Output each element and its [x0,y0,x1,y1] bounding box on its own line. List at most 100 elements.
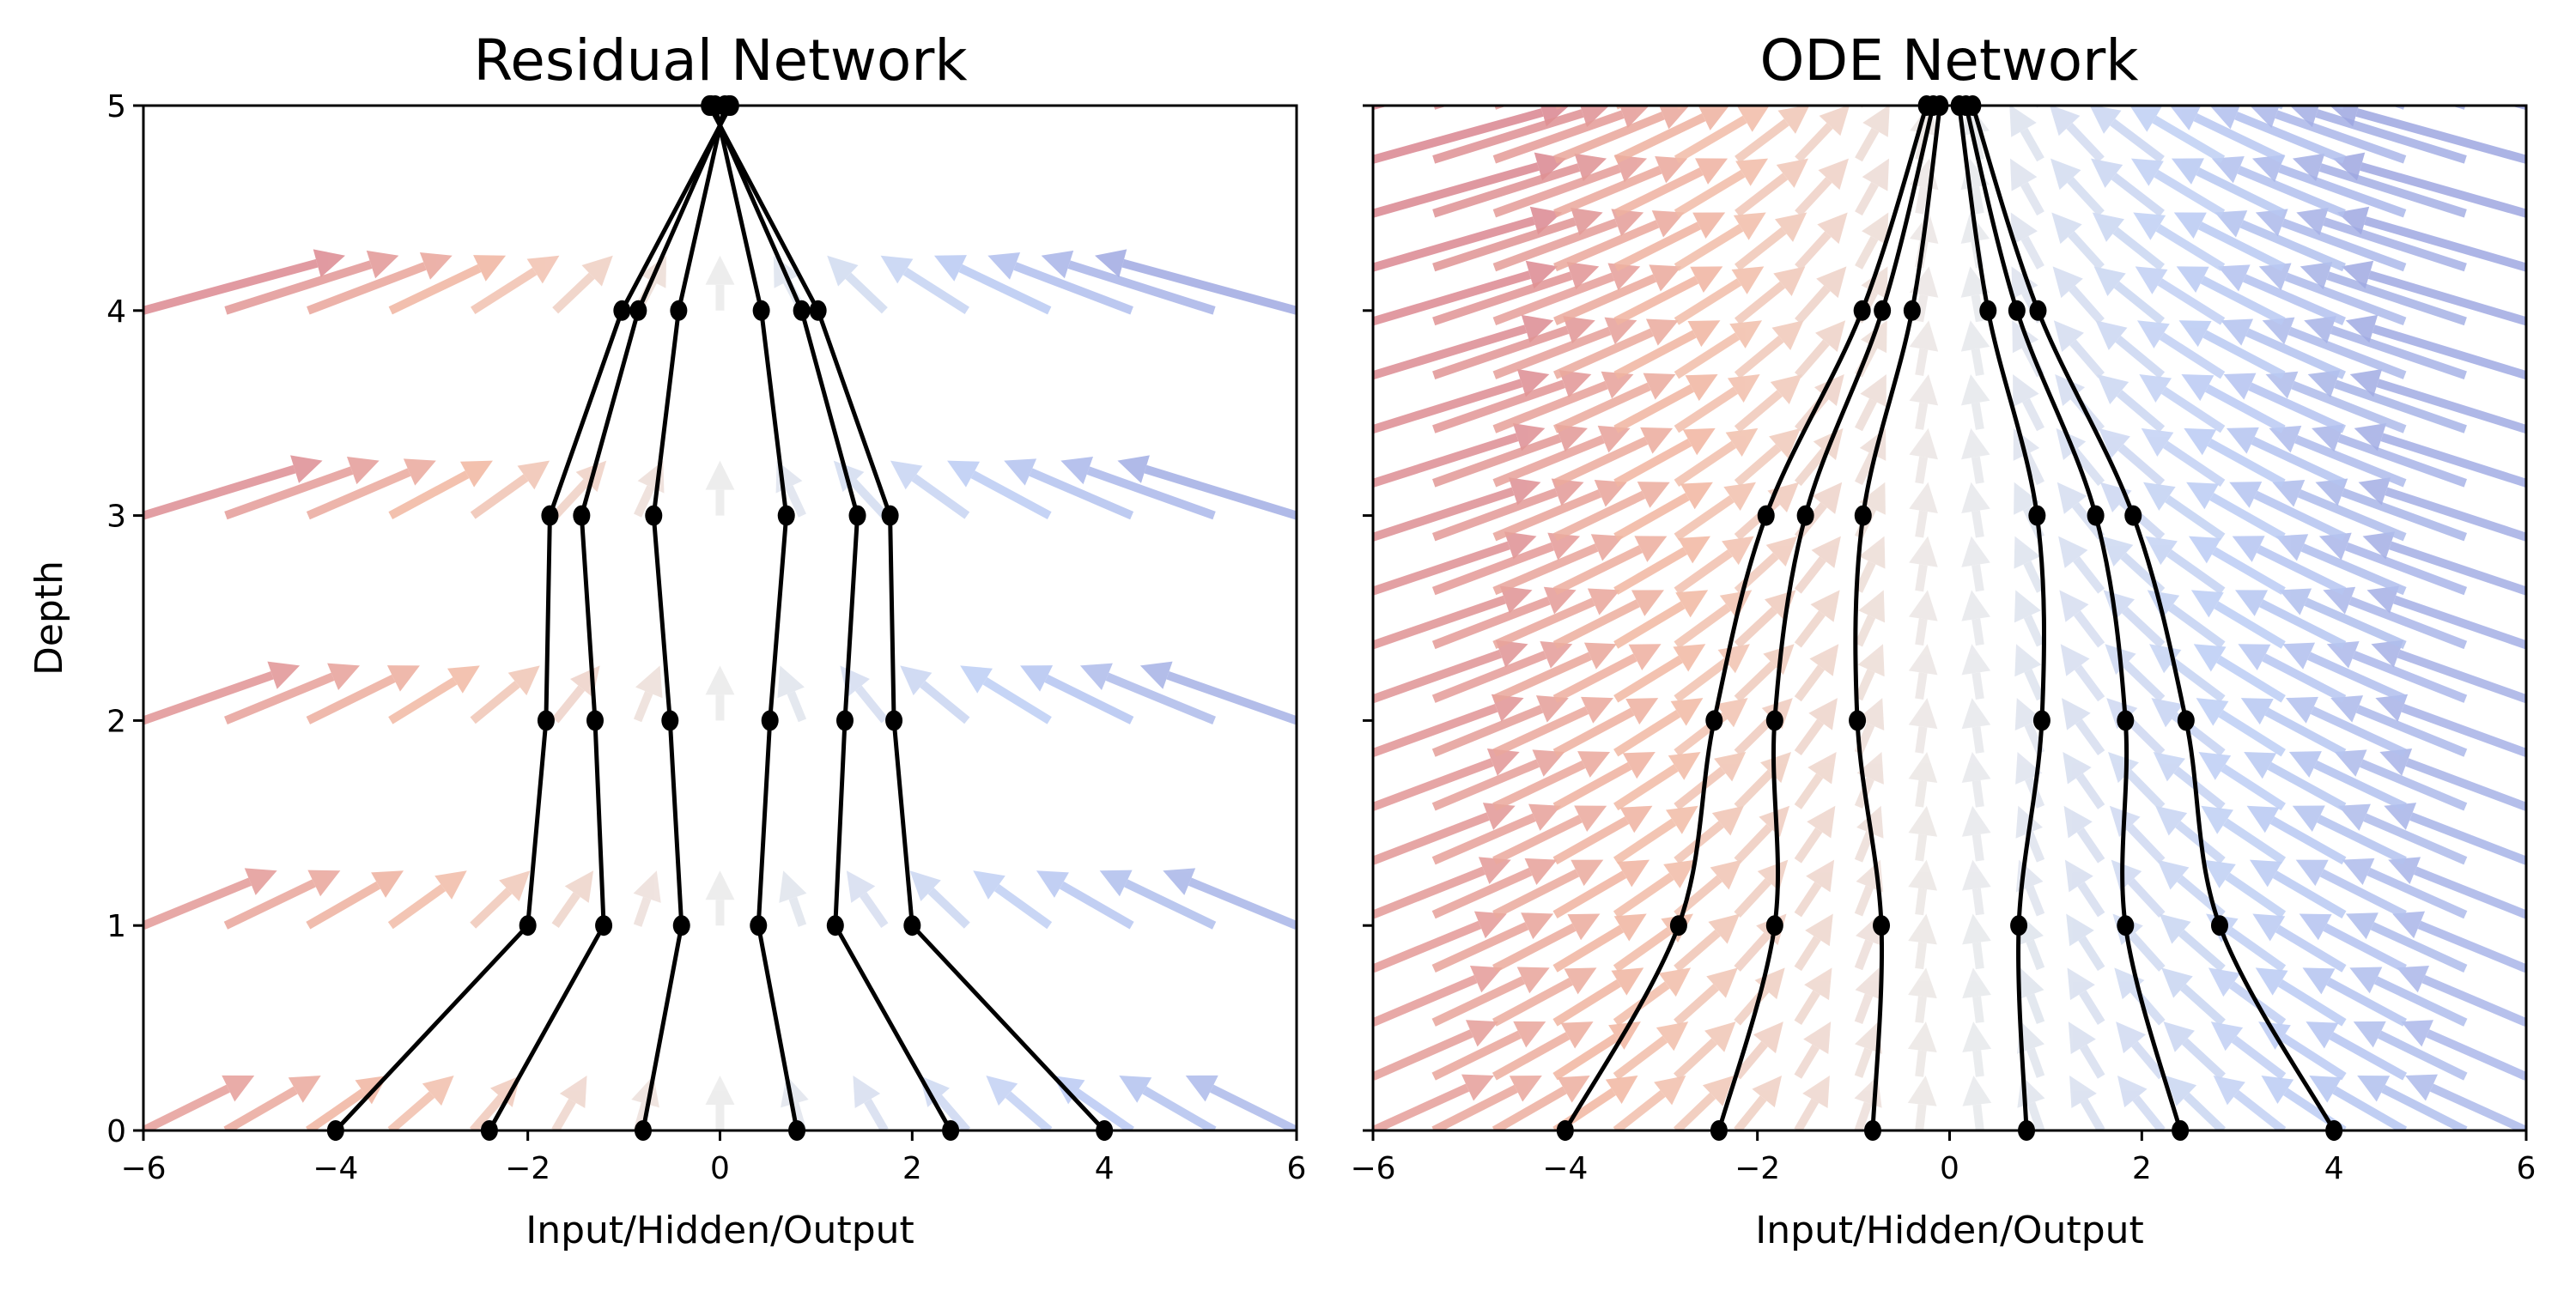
vector-arrow [1492,480,1627,542]
vector-arrow [633,665,663,723]
vector-arrow [1613,427,1716,488]
vector-arrow [1735,106,1810,163]
vector-arrow [1794,698,1838,756]
vector-arrow [1909,320,1939,377]
vector-arrow [306,458,436,520]
trajectory-line [1563,105,1929,1132]
vector-arrow [2258,263,2407,326]
vector-arrow [1674,913,1741,973]
vector-arrow [2215,210,2346,272]
vector-arrow [1060,457,1216,520]
vector-arrow [1734,374,1802,433]
vector-arrow [1431,586,1577,650]
vector-arrow [2296,207,2467,272]
vector-arrow [306,665,420,724]
trajectory-line [713,105,799,1131]
vector-arrow [2232,536,2347,596]
vector-arrow [2509,106,2526,110]
x-tick-label: 2 [902,1151,922,1186]
trajectory-line [1964,105,2183,1131]
data-point [1765,915,1783,936]
vector-arrow [2097,374,2166,433]
vector-arrow [1373,803,1516,865]
vector-arrow [1676,106,1686,110]
vector-arrow [1794,805,1836,864]
vector-arrow [1795,212,1848,270]
vector-arrow [2366,585,2526,650]
vector-arrow [777,665,807,723]
vector-arrow [223,870,341,930]
vector-arrow [1373,1074,1494,1130]
vector-arrow [1613,374,1718,433]
vector-arrow [2053,320,2105,379]
x-tick-label: 0 [710,1151,730,1186]
vector-arrow [1794,1021,1832,1079]
data-point [777,505,795,526]
vector-arrow [2306,1021,2408,1081]
vector-arrow [1163,868,1297,930]
vector-arrow [1613,751,1701,811]
vector-arrow [224,250,399,315]
vector-arrow [919,1076,971,1130]
data-point [809,300,827,321]
vector-arrow [1674,374,1760,433]
trajectory-line [1716,105,1935,1131]
panel-title: ODE Network [1759,27,2139,94]
vector-arrow [1373,423,1546,488]
vector-arrow [1431,1076,1542,1130]
vector-arrow [2304,316,2467,379]
vector-arrow [1734,859,1789,918]
trajectory-line [707,104,1106,1132]
vector-arrow [1907,1076,1937,1130]
vector-arrow [705,1076,735,1130]
vector-arrow [2223,373,2347,433]
data-point [595,915,613,936]
vector-arrow [2145,536,2226,595]
vector-arrow [2309,1076,2408,1130]
vector-arrow [2153,751,2226,810]
vector-arrow [1854,590,1886,647]
vector-arrow [2106,698,2166,756]
vector-arrow [2292,805,2407,865]
vector-arrow [1492,588,1620,650]
vector-arrow [1552,482,1670,542]
vector-arrow [1432,316,1595,379]
vector-arrow [1492,1076,1590,1130]
vector-arrow [1492,751,1611,811]
vector-arrow [2051,212,2105,270]
vector-arrow [2300,261,2467,326]
vector-arrow [2345,912,2468,973]
vector-arrow [987,252,1133,315]
data-point [573,505,591,526]
vector-arrow [1432,153,1607,218]
vector-arrow [1432,424,1588,488]
trajectory-line [641,105,727,1131]
vector-arrow [1961,751,1991,808]
vector-arrow [2090,158,2165,217]
y-tick-label: 2 [106,704,126,739]
vector-arrow [1552,536,1668,596]
trajectory-line [709,104,953,1132]
residual-network-panel: Residual Network −6 −4 −2 0 2 4 6 0 1 2 3 4 5 Input/… [27,27,1306,1252]
vector-arrow [1431,967,1550,1027]
vector-arrow [2060,644,2105,702]
vector-arrow [933,255,1052,315]
vector-arrow [1613,212,1726,271]
vector-arrow [2203,859,2287,918]
vector-arrow [2213,1076,2287,1130]
trajectory-line [487,104,731,1132]
vector-arrow [2249,859,2347,918]
vector-arrow [1553,210,1685,272]
vector-arrow [1492,913,1601,973]
vector-arrow [1734,427,1801,487]
vector-arrow [1674,212,1766,271]
x-tick-label: −4 [313,1151,358,1186]
vector-arrow [2057,482,2105,540]
vector-arrow [2392,911,2526,973]
vector-arrow [1373,368,1550,433]
vector-arrow [947,460,1052,520]
y-axis-label: Depth [27,561,71,676]
vector-arrow [307,252,453,315]
vector-arrow [1854,536,1886,593]
vector-arrow [1117,455,1297,520]
